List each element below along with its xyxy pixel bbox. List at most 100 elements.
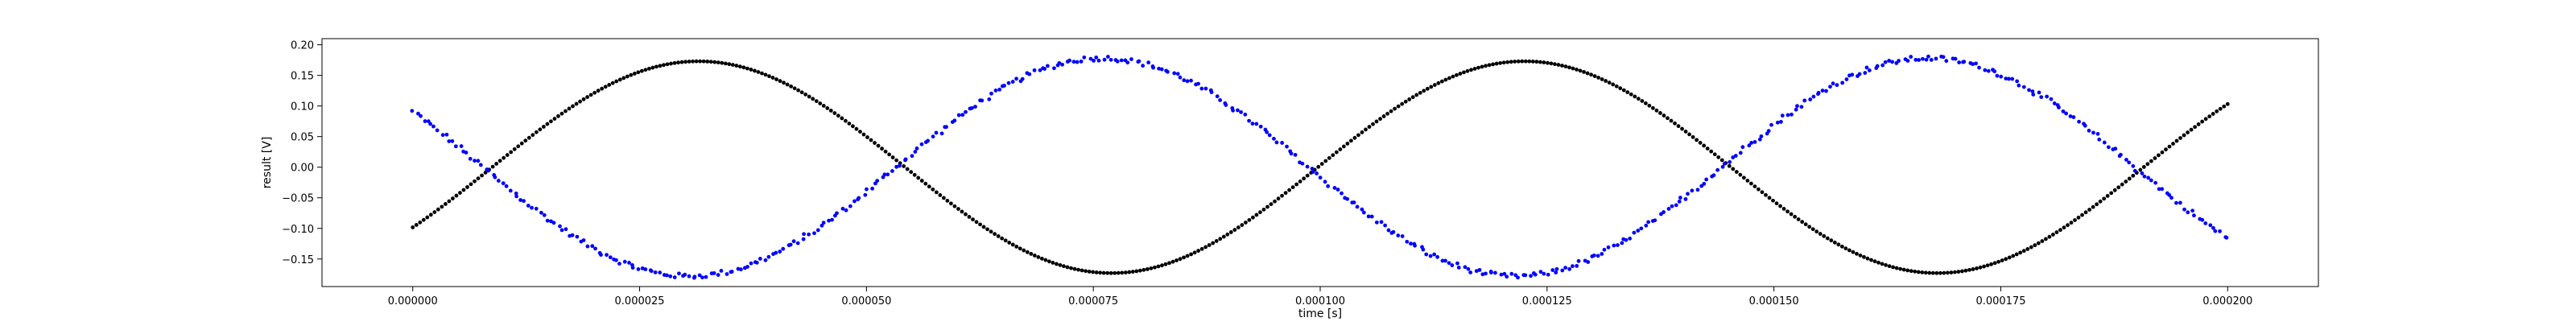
data-point — [1003, 238, 1008, 243]
data-point — [749, 68, 753, 72]
data-point — [1633, 94, 1637, 99]
data-point — [672, 275, 677, 279]
y-tick-label: 0.15 — [291, 71, 314, 83]
data-point — [1029, 251, 1034, 256]
data-point — [1629, 92, 1633, 97]
data-point — [1182, 78, 1187, 83]
x-tick-label: 0.000050 — [841, 295, 891, 307]
data-point — [1711, 173, 1716, 178]
data-point — [807, 94, 811, 99]
data-point — [1571, 66, 1575, 71]
data-point — [2077, 119, 2081, 124]
data-point — [1612, 243, 1616, 248]
data-point — [1113, 270, 1117, 275]
data-point — [1451, 74, 1455, 79]
data-point — [1865, 256, 1870, 261]
data-point — [1396, 104, 1401, 109]
data-point — [2066, 223, 2070, 228]
data-point — [1215, 94, 1220, 99]
data-point — [1832, 240, 1837, 245]
data-point — [1165, 69, 1170, 74]
data-point — [912, 172, 917, 177]
data-point — [1196, 249, 1201, 253]
data-point — [1280, 193, 1284, 198]
data-point — [1600, 77, 1604, 81]
data-point — [1243, 112, 1248, 117]
data-point — [753, 68, 757, 73]
data-point — [1542, 271, 1546, 276]
data-point — [668, 274, 673, 279]
data-point — [863, 192, 868, 197]
data-point — [1835, 83, 1839, 88]
data-point — [2178, 136, 2182, 140]
x-axis-label: time [s] — [1298, 307, 1342, 320]
data-point — [2087, 128, 2091, 133]
data-point — [1616, 243, 1620, 247]
data-point — [447, 199, 452, 204]
data-point — [1600, 252, 1604, 256]
data-point — [1733, 154, 1738, 158]
data-point — [1443, 258, 1447, 263]
data-point — [1789, 212, 1794, 217]
data-point — [2203, 221, 2208, 225]
data-point — [1520, 59, 1525, 64]
data-point — [1432, 83, 1437, 87]
data-point — [1149, 266, 1154, 270]
data-point — [1364, 127, 1368, 132]
data-point — [1956, 270, 1961, 274]
data-point — [1794, 107, 1798, 112]
data-point — [1996, 259, 2001, 264]
data-point — [1960, 269, 1964, 274]
data-point — [1047, 259, 1051, 264]
data-point — [629, 72, 634, 77]
data-point — [1199, 246, 1204, 251]
data-point — [1153, 265, 1157, 270]
data-point — [1542, 60, 1546, 64]
data-point — [2054, 230, 2059, 234]
data-point — [1963, 268, 1968, 273]
data-point — [913, 150, 918, 154]
data-point — [1105, 270, 1110, 275]
data-point — [887, 152, 891, 157]
data-point — [1926, 54, 1930, 59]
data-point — [1159, 67, 1164, 72]
data-point — [1575, 263, 1579, 268]
data-point — [1567, 65, 1571, 70]
data-point — [2211, 225, 2215, 230]
data-point — [2061, 109, 2066, 113]
data-point — [737, 64, 742, 69]
data-point — [2045, 94, 2050, 99]
data-point — [1670, 204, 1674, 208]
data-point — [1002, 84, 1006, 88]
data-point — [1231, 108, 1235, 113]
data-point — [1489, 270, 1493, 274]
data-point — [886, 172, 890, 177]
data-point — [483, 170, 488, 175]
data-point — [1447, 261, 1451, 266]
data-point — [1067, 58, 1072, 63]
data-point — [774, 77, 778, 81]
data-point — [939, 131, 944, 136]
data-point — [1025, 250, 1030, 254]
data-point — [1170, 259, 1175, 264]
data-point — [1554, 270, 1558, 274]
x-tick-label: 0.000125 — [1522, 295, 1572, 307]
data-point — [514, 191, 518, 196]
data-point — [2153, 180, 2158, 185]
data-point — [514, 194, 518, 199]
data-point — [880, 146, 884, 151]
data-point — [1884, 262, 1888, 267]
data-point — [1440, 258, 1445, 263]
data-point — [2160, 187, 2165, 192]
data-point — [910, 154, 914, 159]
data-point — [1923, 270, 1928, 275]
data-point — [428, 213, 433, 217]
data-point — [1909, 55, 1913, 59]
data-point — [1563, 266, 1568, 270]
data-point — [967, 215, 972, 219]
data-point — [622, 259, 627, 264]
data-point — [723, 61, 728, 66]
data-point — [763, 72, 768, 77]
data-point — [1596, 254, 1600, 258]
